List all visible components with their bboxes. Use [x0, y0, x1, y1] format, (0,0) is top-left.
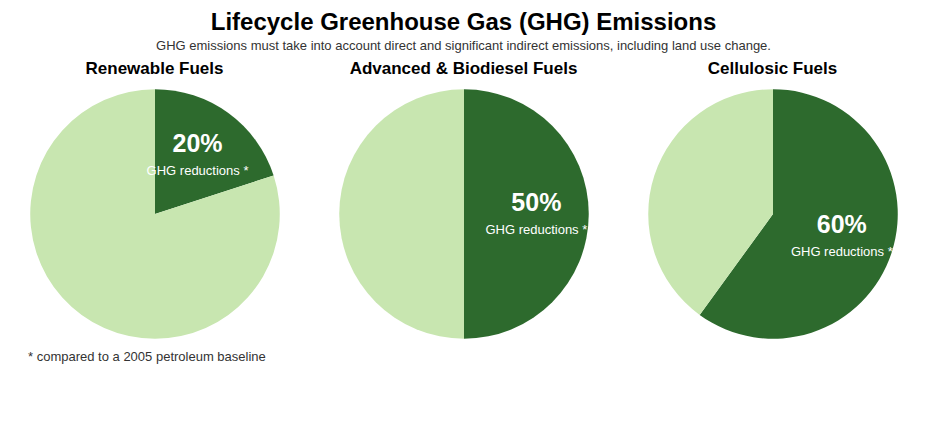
svg-text:60%: 60% [816, 210, 866, 238]
html-text:Cellulosic Fuels: Cellulosic Fuels [707, 59, 838, 78]
svg-text:GHG reductions *: GHG reductions * [146, 163, 248, 178]
html-text:Lifecycle Greenhouse Gas (GHG): Lifecycle Greenhouse Gas (GHG) Emissions [210, 8, 717, 35]
html-text:GHG emissions must take into a: GHG emissions must take into account dir… [156, 38, 771, 53]
svg-text:GHG reductions *: GHG reductions * [485, 222, 587, 237]
html-text:Renewable Fuels: Renewable Fuels [85, 59, 224, 78]
svg-text:50%: 50% [511, 188, 561, 216]
svg-text:20%: 20% [172, 129, 222, 157]
html-text:* compared to a 2005 petroleum: * compared to a 2005 petroleum baseline [28, 349, 266, 364]
svg-text:GHG reductions *: GHG reductions * [790, 244, 892, 259]
html-text:Advanced & Biodiesel Fuels: Advanced & Biodiesel Fuels [349, 59, 578, 78]
